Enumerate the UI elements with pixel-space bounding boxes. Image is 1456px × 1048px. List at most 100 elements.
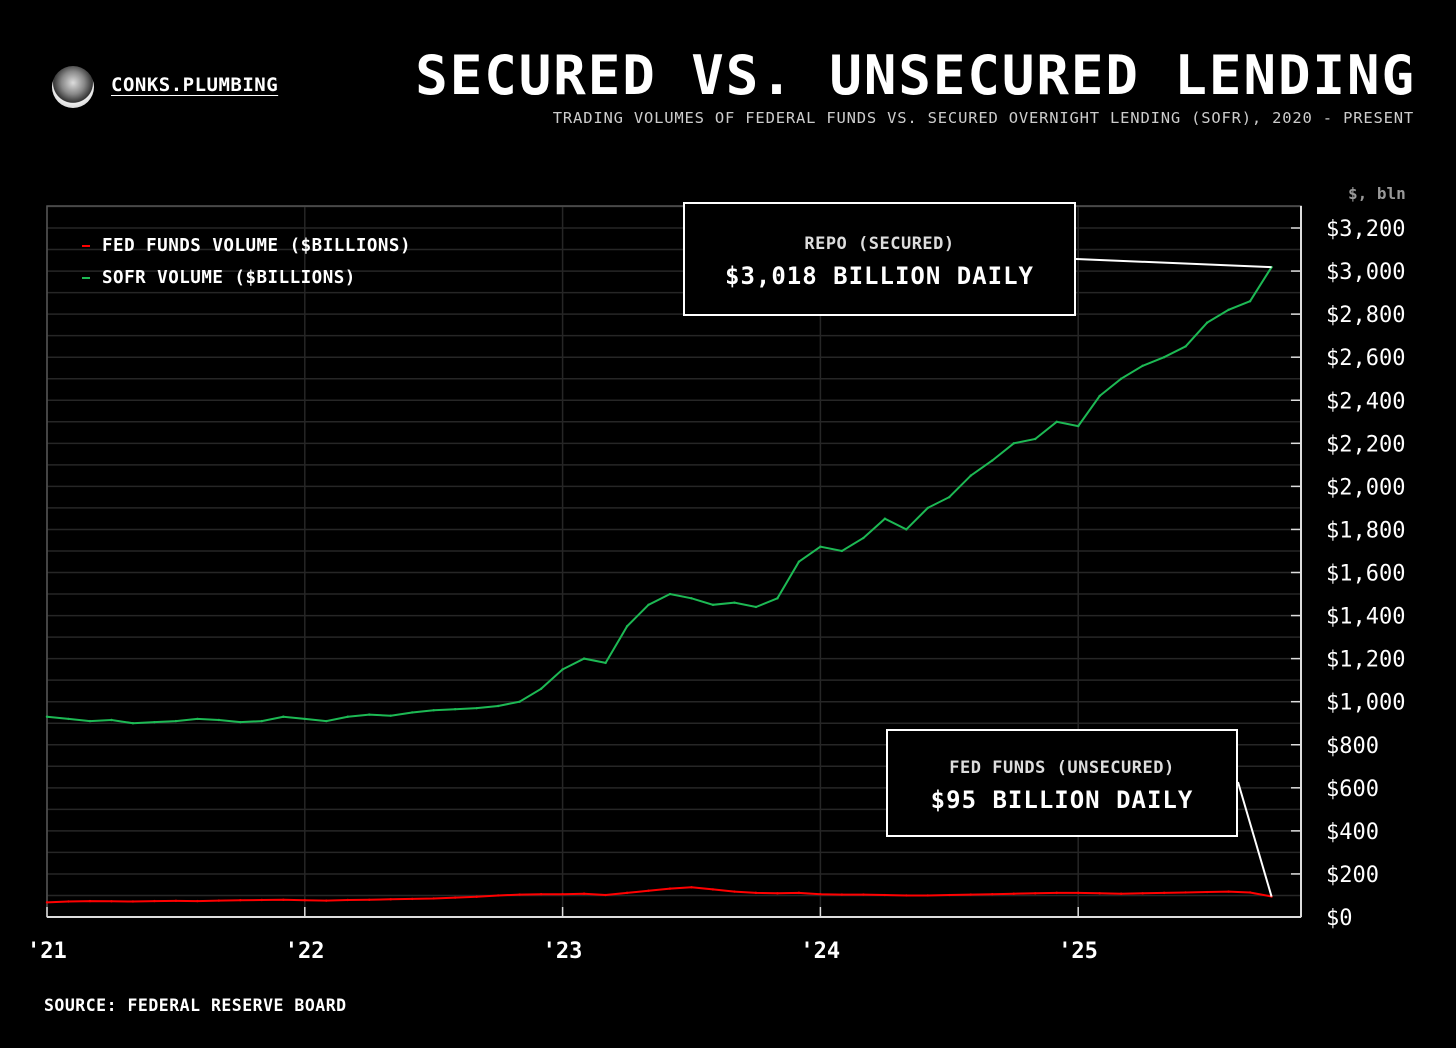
data-point xyxy=(1227,890,1230,893)
data-point xyxy=(776,597,779,600)
data-point xyxy=(346,715,349,718)
data-point xyxy=(1098,394,1101,398)
data-point xyxy=(1055,891,1058,895)
data-point xyxy=(45,715,49,718)
annotation-repo: REPO (SECURED) $3,018 BILLION DAILY xyxy=(683,202,1076,316)
data-point xyxy=(368,713,371,716)
y-axis-unit: $, bln xyxy=(1348,184,1406,203)
data-point xyxy=(948,495,951,499)
data-point xyxy=(110,718,113,722)
data-point xyxy=(88,899,92,903)
data-point xyxy=(1119,892,1123,895)
data-point xyxy=(926,894,930,897)
data-point xyxy=(1034,437,1037,441)
data-point xyxy=(67,900,70,903)
y-tick-label: $2,000 xyxy=(1326,475,1405,500)
data-point xyxy=(217,899,221,902)
data-point xyxy=(196,717,199,721)
data-point xyxy=(110,900,113,903)
data-point xyxy=(411,897,414,901)
data-point xyxy=(496,894,500,897)
data-point xyxy=(1162,891,1166,895)
y-tick-label: $2,800 xyxy=(1326,303,1405,328)
data-point xyxy=(840,893,844,896)
data-point xyxy=(496,704,500,708)
y-tick-label: $2,600 xyxy=(1326,346,1405,371)
data-point xyxy=(1184,345,1187,348)
legend-label: FED FUNDS VOLUME ($BILLIONS) xyxy=(102,236,412,256)
data-point xyxy=(88,719,92,723)
data-point xyxy=(905,894,908,897)
y-tick-label: $1,400 xyxy=(1326,605,1405,630)
data-point xyxy=(346,898,349,902)
data-point xyxy=(389,898,392,901)
data-point xyxy=(131,722,135,725)
data-point xyxy=(926,506,930,510)
data-point xyxy=(604,893,607,897)
data-point xyxy=(948,893,951,897)
data-point xyxy=(625,625,629,628)
data-point xyxy=(67,717,70,721)
data-point xyxy=(303,899,306,902)
y-tick-label: $600 xyxy=(1326,777,1379,802)
data-point xyxy=(733,890,736,893)
data-point xyxy=(1012,892,1015,895)
source-note: SOURCE: FEDERAL RESERVE BOARD xyxy=(44,996,347,1015)
data-point xyxy=(217,718,221,722)
data-point xyxy=(647,889,650,892)
data-point xyxy=(819,545,822,548)
data-point xyxy=(260,719,264,723)
data-point xyxy=(561,892,564,896)
data-point xyxy=(883,517,887,520)
y-tick-label: $3,000 xyxy=(1326,260,1405,285)
data-point xyxy=(862,893,865,896)
data-point xyxy=(475,895,478,898)
annotation-connector-fed xyxy=(1237,781,1273,897)
annotation-fed-label: FED FUNDS (UNSECURED) xyxy=(949,758,1175,778)
data-point xyxy=(776,892,779,895)
data-point xyxy=(1184,891,1187,894)
data-point xyxy=(969,474,972,477)
data-point xyxy=(1227,308,1230,312)
x-tick-label: '22 xyxy=(285,939,325,964)
data-point xyxy=(797,891,801,895)
legend-swatch-red xyxy=(82,245,90,247)
data-point xyxy=(475,706,478,710)
x-tick-label: '21 xyxy=(27,939,67,964)
data-point xyxy=(1141,364,1144,367)
x-tick-label: '25 xyxy=(1058,939,1098,964)
annotation-fed-funds: FED FUNDS (UNSECURED) $95 BILLION DAILY xyxy=(886,729,1238,837)
data-point xyxy=(582,892,586,895)
data-point xyxy=(518,893,521,896)
data-point xyxy=(1205,321,1209,324)
data-point xyxy=(260,898,264,902)
brand-link[interactable]: CONKS.PLUMBING xyxy=(111,74,279,96)
legend-label: SOFR VOLUME ($BILLIONS) xyxy=(102,268,356,288)
annotation-repo-value: $3,018 BILLION DAILY xyxy=(725,262,1034,290)
y-tick-label: $1,800 xyxy=(1326,518,1405,543)
data-point xyxy=(991,459,994,462)
data-point xyxy=(539,687,543,690)
data-point xyxy=(797,560,801,563)
y-tick-label: $400 xyxy=(1326,820,1379,845)
data-point xyxy=(196,899,199,903)
data-point xyxy=(303,717,306,721)
legend-item-fed-funds: FED FUNDS VOLUME ($BILLIONS) xyxy=(82,236,411,256)
data-point xyxy=(411,711,414,714)
data-point xyxy=(1205,890,1209,894)
data-point xyxy=(1162,355,1166,359)
y-tick-label: $1,000 xyxy=(1326,691,1405,716)
data-point xyxy=(582,657,586,660)
data-point xyxy=(754,605,758,609)
data-point xyxy=(647,603,650,606)
data-point xyxy=(282,715,285,718)
annotation-connector-repo xyxy=(1075,258,1272,269)
chart-subtitle: TRADING VOLUMES OF FEDERAL FUNDS VS. SEC… xyxy=(552,109,1414,127)
data-point xyxy=(1077,891,1080,895)
data-point xyxy=(174,899,178,903)
data-point xyxy=(239,899,242,902)
data-point xyxy=(325,719,328,723)
annotation-repo-label: REPO (SECURED) xyxy=(804,234,955,254)
data-point xyxy=(1248,300,1252,303)
data-point xyxy=(711,888,715,891)
